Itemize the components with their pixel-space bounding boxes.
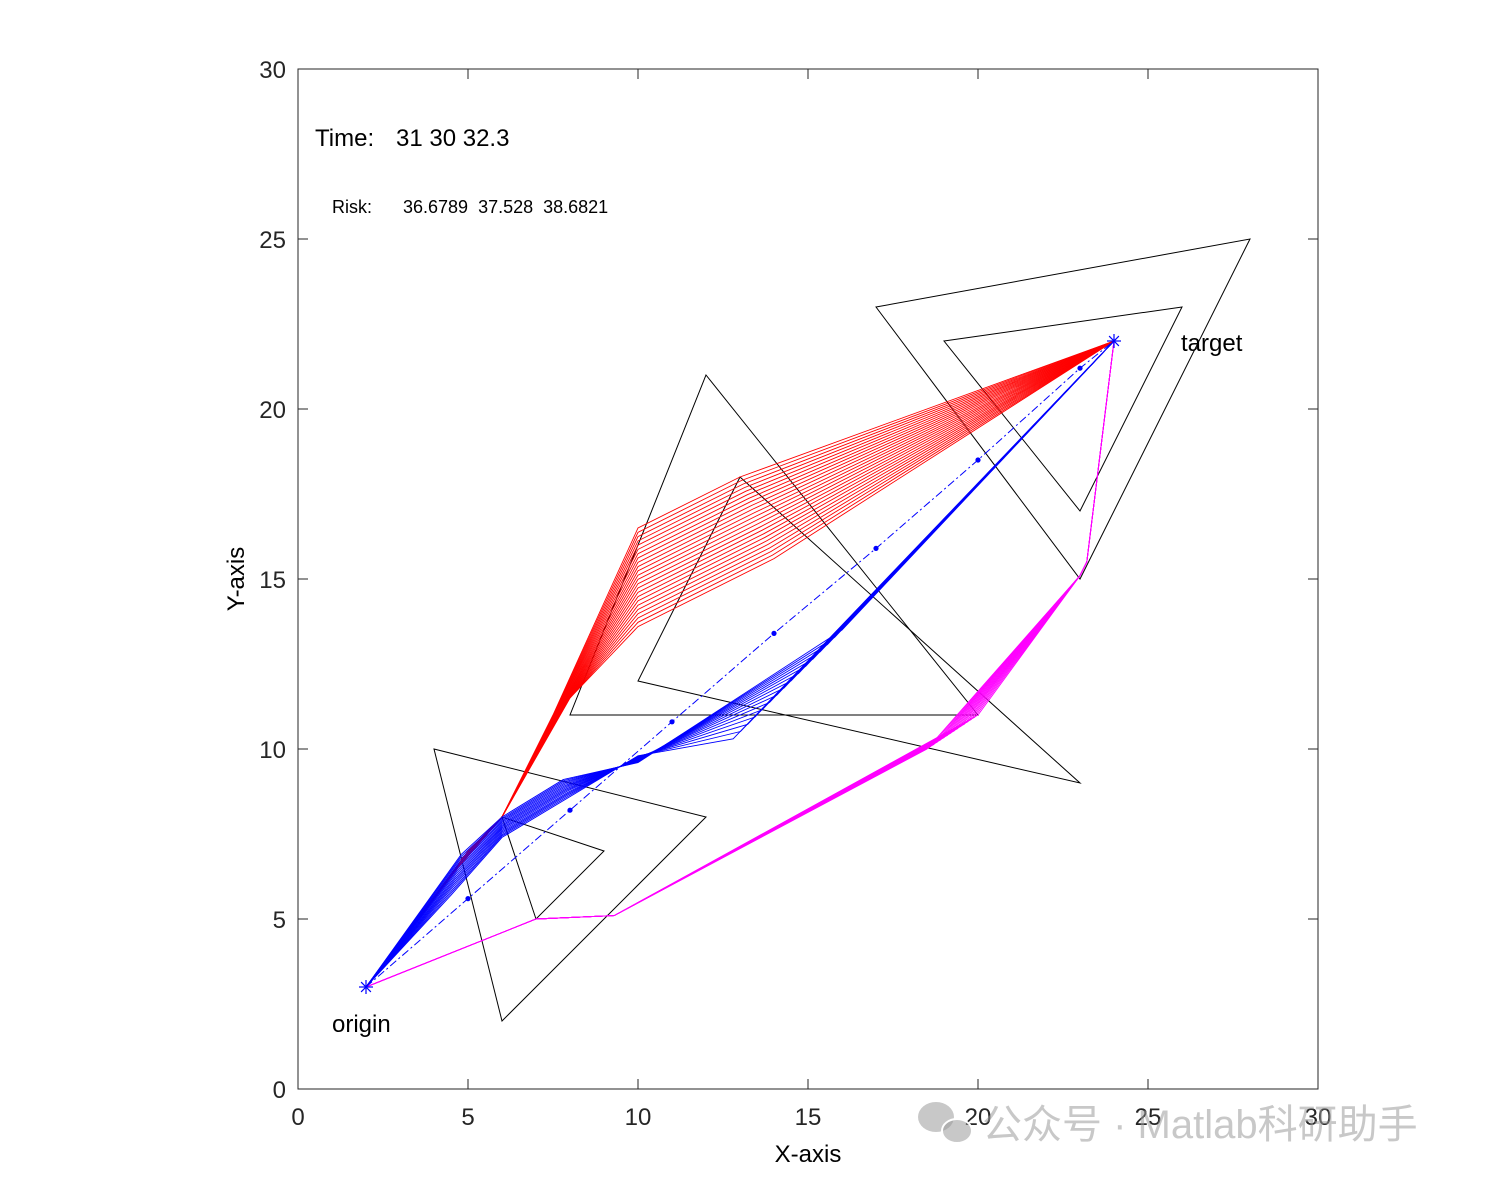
- origin-marker: [359, 980, 373, 994]
- path-family-3: [365, 340, 1115, 988]
- obstacle-triangle-2: [501, 816, 605, 920]
- x-tick-label: 15: [795, 1104, 822, 1131]
- path-line: [365, 340, 1115, 988]
- origin-label: origin: [332, 1011, 391, 1038]
- obstacle-triangle-6: [943, 306, 1183, 512]
- reference-point: [873, 545, 879, 552]
- obstacles: [433, 238, 1251, 1022]
- risk-label: Risk:: [332, 197, 372, 217]
- obstacle-triangle-5: [875, 238, 1251, 580]
- path-line: [365, 340, 1115, 988]
- watermark-text: 公众号 · Matlab科研助手: [982, 1103, 1418, 1147]
- x-tick-label: 30: [1305, 1104, 1332, 1131]
- x-tick-label: 25: [1135, 1104, 1162, 1131]
- y-tick-label: 20: [259, 397, 286, 424]
- x-tick-label: 5: [461, 1104, 474, 1131]
- reference-point: [669, 719, 675, 725]
- y-tick-label: 0: [273, 1077, 286, 1104]
- reference-point: [1077, 365, 1083, 371]
- reference-point: [567, 807, 573, 813]
- obstacle-triangle-1: [433, 748, 707, 1022]
- risk-values: 36.6789 37.528 38.6821: [403, 197, 608, 217]
- target-marker: [1107, 334, 1121, 348]
- y-tick-label: 25: [259, 227, 286, 254]
- time-label: Time:: [315, 125, 374, 152]
- path-line: [365, 340, 1115, 988]
- y-axis-label: Y-axis: [223, 547, 250, 611]
- watermark: 公众号 · Matlab科研助手: [918, 1102, 1418, 1147]
- plot-background: [298, 69, 1318, 1089]
- paths: [365, 340, 1115, 988]
- y-tick-label: 10: [259, 737, 286, 764]
- reference-point: [771, 630, 777, 637]
- x-tick-label: 0: [291, 1104, 304, 1131]
- endpoints: [359, 334, 1121, 994]
- obstacle-triangle-4: [637, 476, 1082, 784]
- reference-point: [975, 457, 981, 463]
- path-family-2: [365, 340, 1115, 988]
- x-tick-label: 10: [625, 1104, 652, 1131]
- time-values: 31 30 32.3: [396, 125, 509, 152]
- target-label: target: [1181, 330, 1243, 357]
- y-tick-label: 15: [259, 567, 286, 594]
- y-tick-label: 30: [259, 57, 286, 84]
- x-axis-label: X-axis: [775, 1141, 842, 1168]
- reference-path: [365, 340, 1115, 988]
- reference-point: [465, 896, 471, 902]
- y-tick-label: 5: [273, 907, 286, 934]
- wechat-icon: [918, 1102, 973, 1144]
